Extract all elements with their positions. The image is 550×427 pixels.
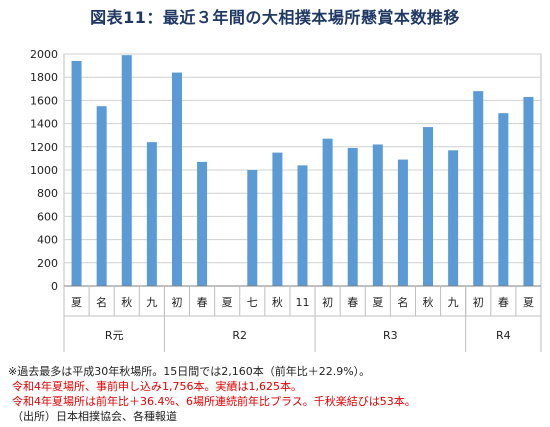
x-tick-label: 初 — [473, 295, 484, 309]
y-tick-label: 1200 — [30, 141, 58, 154]
note-application: 令和4年夏場所、事前申し込み1,756本。実績は1,625本。 — [12, 380, 302, 393]
bar — [247, 170, 258, 286]
x-tick-label: 初 — [322, 295, 333, 309]
y-tick-label: 200 — [37, 257, 58, 270]
x-tick-label: 春 — [498, 296, 509, 309]
bar — [197, 161, 208, 286]
x-tick-label: 秋 — [121, 295, 132, 309]
y-tick-label: 0 — [51, 280, 58, 293]
x-tick-label: 夏 — [372, 296, 383, 309]
x-tick-label: 春 — [197, 296, 208, 309]
x-group-label: R4 — [496, 329, 511, 342]
x-group-label: R3 — [383, 329, 398, 342]
bar — [347, 147, 358, 286]
y-tick-label: 1800 — [30, 71, 58, 84]
bar-chart: 0 200 400 600 800 1000 1200 1400 1600 1800 2000 夏 名… — [30, 48, 542, 352]
bar — [372, 144, 383, 286]
bar — [498, 113, 509, 286]
y-axis: 0 200 400 600 800 1000 1200 1400 1600 1800 2000 — [30, 48, 58, 293]
bar — [297, 165, 308, 286]
y-tick-label: 1400 — [30, 118, 58, 131]
bar — [523, 96, 534, 286]
bar — [96, 106, 107, 286]
x-tick-label: 夏 — [523, 296, 534, 309]
bar — [397, 159, 408, 286]
bar — [71, 60, 82, 287]
y-tick-label: 1000 — [30, 164, 58, 177]
x-tick-label: 秋 — [272, 295, 283, 309]
x-tick-label: 11 — [296, 296, 310, 309]
note-record: ※過去最多は平成30年秋場所。15日間では2,160本（前年比＋22.9%）。 — [8, 365, 371, 378]
bars — [71, 55, 534, 287]
x-tick-label: 夏 — [222, 296, 233, 309]
bar — [423, 127, 434, 286]
x-tick-label: 春 — [347, 296, 358, 309]
grid-lines — [64, 53, 541, 287]
x-tick-label: 秋 — [423, 295, 434, 309]
x-tick-label: 名 — [96, 295, 107, 309]
bar — [171, 72, 182, 286]
bar — [473, 91, 484, 287]
x-axis: 夏名秋九初春夏七秋 11 初春夏名秋九初春夏R元 R2 R3 R4 — [63, 285, 542, 352]
y-tick-label: 2000 — [30, 48, 58, 61]
note-source: （出所）日本相撲協会、各種報道 — [12, 410, 177, 423]
x-group-label: R2 — [232, 329, 247, 342]
y-tick-label: 400 — [37, 234, 58, 247]
chart-title: 図表11：最近３年間の大相撲本場所懸賞本数推移 — [90, 8, 460, 27]
bar — [448, 150, 459, 286]
bar — [272, 152, 283, 286]
x-tick-label: 七 — [247, 296, 258, 309]
x-tick-label: 名 — [397, 295, 408, 309]
y-tick-label: 800 — [37, 187, 58, 200]
x-tick-label: 夏 — [71, 296, 82, 309]
note-growth: 令和4年夏場所は前年比＋36.4%、6場所連続前年比プラス。千秋楽結びは53本。 — [12, 395, 416, 408]
x-tick-label: 九 — [448, 296, 459, 309]
y-tick-label: 600 — [37, 210, 58, 223]
x-tick-label: 初 — [171, 295, 182, 309]
bar — [322, 138, 333, 286]
x-group-label: R元 — [105, 329, 124, 342]
bar — [146, 142, 157, 286]
y-tick-label: 1600 — [30, 94, 58, 107]
x-tick-label: 九 — [146, 296, 157, 309]
bar — [121, 55, 132, 286]
